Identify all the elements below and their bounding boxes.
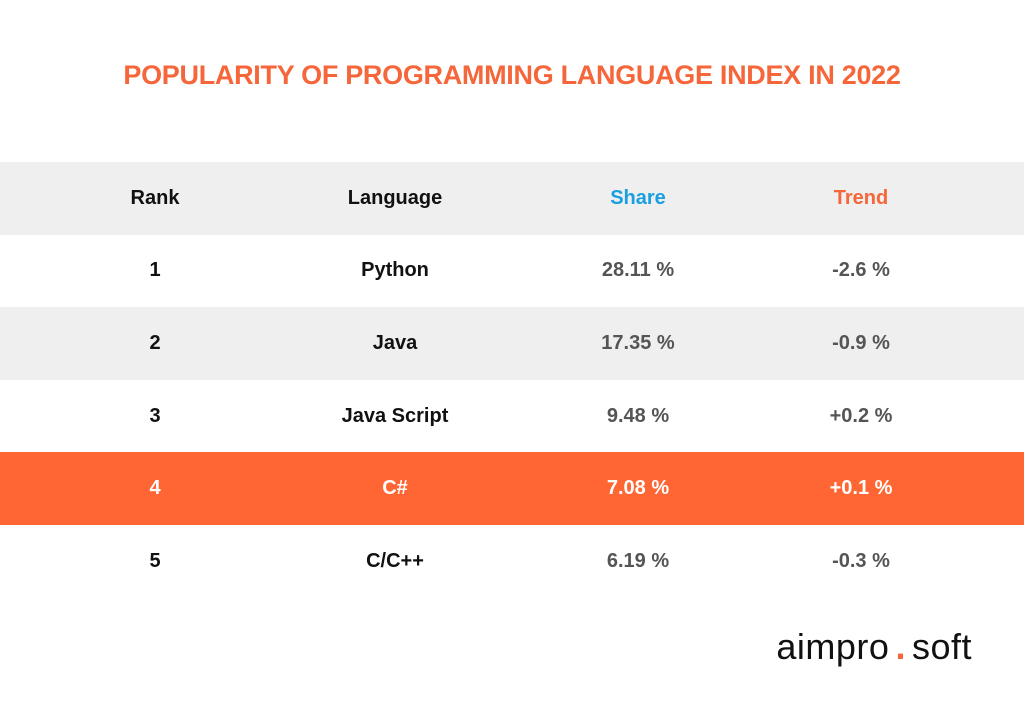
- table-cell: Python: [361, 259, 429, 282]
- logo-suffix: soft: [911, 626, 972, 667]
- table-cell: 7.08 %: [606, 477, 670, 500]
- table-cell: -2.6 %: [832, 259, 890, 282]
- header-cell: Share: [610, 186, 666, 209]
- table-row: 4 C# 7.08 % +0.1 %: [0, 452, 1024, 525]
- table-cell: 28.11 %: [601, 259, 675, 282]
- header-row: Rank Language Share Trend: [0, 162, 1024, 235]
- table-cell: 5: [149, 549, 161, 572]
- table-cell: -0.3 %: [832, 549, 890, 572]
- logo-dot: .: [895, 626, 906, 667]
- header-cell: Trend: [833, 186, 889, 209]
- title: POPULARITY OF PROGRAMMING LANGUAGE INDEX…: [123, 60, 901, 90]
- header-cell: Language: [347, 186, 443, 209]
- table-cell: 1: [149, 259, 161, 282]
- table-cell: 3: [149, 404, 161, 427]
- table-row: 2 Java 17.35 % -0.9 %: [0, 307, 1024, 380]
- table-cell: C/C++: [366, 549, 424, 572]
- table-cell: 2: [149, 331, 161, 354]
- table-cell: +0.1 %: [829, 477, 893, 500]
- logo: aimpro. soft: [776, 626, 972, 668]
- table: Rank Language Share Trend 1 Python 28.11 % -2.6…: [0, 162, 1024, 598]
- table-cell: 9.48 %: [606, 404, 670, 427]
- table-row: 3 Java Script 9.48 % +0.2 %: [0, 379, 1024, 453]
- table-cell: +0.2 %: [829, 404, 893, 427]
- logo-name: aimpro: [776, 626, 890, 667]
- table-cell: -0.9 %: [832, 331, 890, 354]
- header-cell: Rank: [130, 186, 180, 209]
- table-row: 1 Python 28.11 % -2.6 %: [0, 234, 1024, 308]
- table-cell: C#: [382, 477, 408, 500]
- table-cell: Java: [372, 331, 418, 354]
- table-cell: 4: [149, 477, 161, 500]
- table-cell: 6.19 %: [606, 549, 670, 572]
- table-cell: 17.35 %: [601, 331, 675, 354]
- table-row: 5 C/C++ 6.19 % -0.3 %: [0, 524, 1024, 598]
- table-cell: Java Script: [341, 404, 449, 427]
